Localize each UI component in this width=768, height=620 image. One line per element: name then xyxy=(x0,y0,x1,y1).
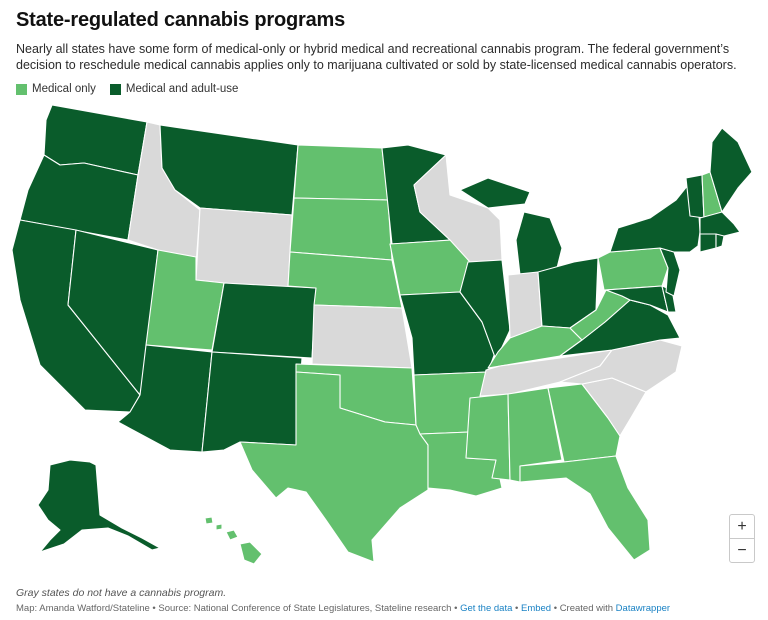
state-new-mexico[interactable] xyxy=(201,351,303,453)
credit-separator: • xyxy=(512,603,521,614)
us-map[interactable] xyxy=(0,100,768,580)
us-map-svg[interactable] xyxy=(0,100,768,580)
state-michigan[interactable] xyxy=(515,211,563,276)
state-michigan-upper[interactable] xyxy=(459,177,531,209)
state-connecticut[interactable] xyxy=(699,233,717,253)
state-texas[interactable] xyxy=(239,371,429,563)
state-alaska[interactable] xyxy=(37,459,161,553)
state-rhode-island[interactable] xyxy=(715,233,725,249)
datawrapper-link[interactable]: Datawrapper xyxy=(615,603,671,614)
zoom-out-button[interactable]: − xyxy=(730,538,754,562)
state-hawaii-kauai[interactable] xyxy=(204,516,214,525)
state-florida[interactable] xyxy=(519,455,651,561)
zoom-in-button[interactable]: + xyxy=(737,517,747,535)
footnote: Gray states do not have a cannabis progr… xyxy=(16,587,227,599)
zoom-control: + − xyxy=(729,514,755,563)
state-new-york[interactable] xyxy=(609,184,701,253)
embed-link[interactable]: Embed xyxy=(520,603,552,614)
state-hawaii-maui[interactable] xyxy=(225,529,239,541)
created-with-text: • Created with xyxy=(551,603,616,614)
state-colorado[interactable] xyxy=(211,282,317,359)
legend-label-medical-only: Medical only xyxy=(32,83,96,95)
state-wyoming[interactable] xyxy=(195,207,293,291)
state-south-dakota[interactable] xyxy=(289,197,393,261)
state-maine[interactable] xyxy=(709,127,753,213)
legend-swatch-medical-only xyxy=(16,83,27,95)
state-pennsylvania[interactable] xyxy=(597,247,669,291)
get-data-link[interactable]: Get the data xyxy=(460,603,513,614)
map-subtitle: Nearly all states have some form of medi… xyxy=(16,42,737,72)
legend-item-medical-only: Medical only xyxy=(16,83,96,95)
state-kansas[interactable] xyxy=(311,304,413,369)
legend-swatch-medical-adult-use xyxy=(109,83,121,95)
credits: Map: Amanda Watford/Stateline • Source: … xyxy=(16,603,670,614)
state-north-carolina[interactable] xyxy=(559,339,683,393)
credit-text: Map: Amanda Watford/Stateline • Source: … xyxy=(16,603,461,614)
legend-label-medical-adult-use: Medical and adult-use xyxy=(125,83,239,95)
state-north-dakota[interactable] xyxy=(293,144,389,201)
map-title: State-regulated cannabis programs xyxy=(16,9,346,31)
state-hawaii-oahu[interactable] xyxy=(215,523,223,531)
legend-item-medical-adult-use: Medical and adult-use xyxy=(109,83,239,95)
legend: Medical only Medical and adult-use xyxy=(16,83,252,95)
state-hawaii-big-island[interactable] xyxy=(239,541,263,565)
